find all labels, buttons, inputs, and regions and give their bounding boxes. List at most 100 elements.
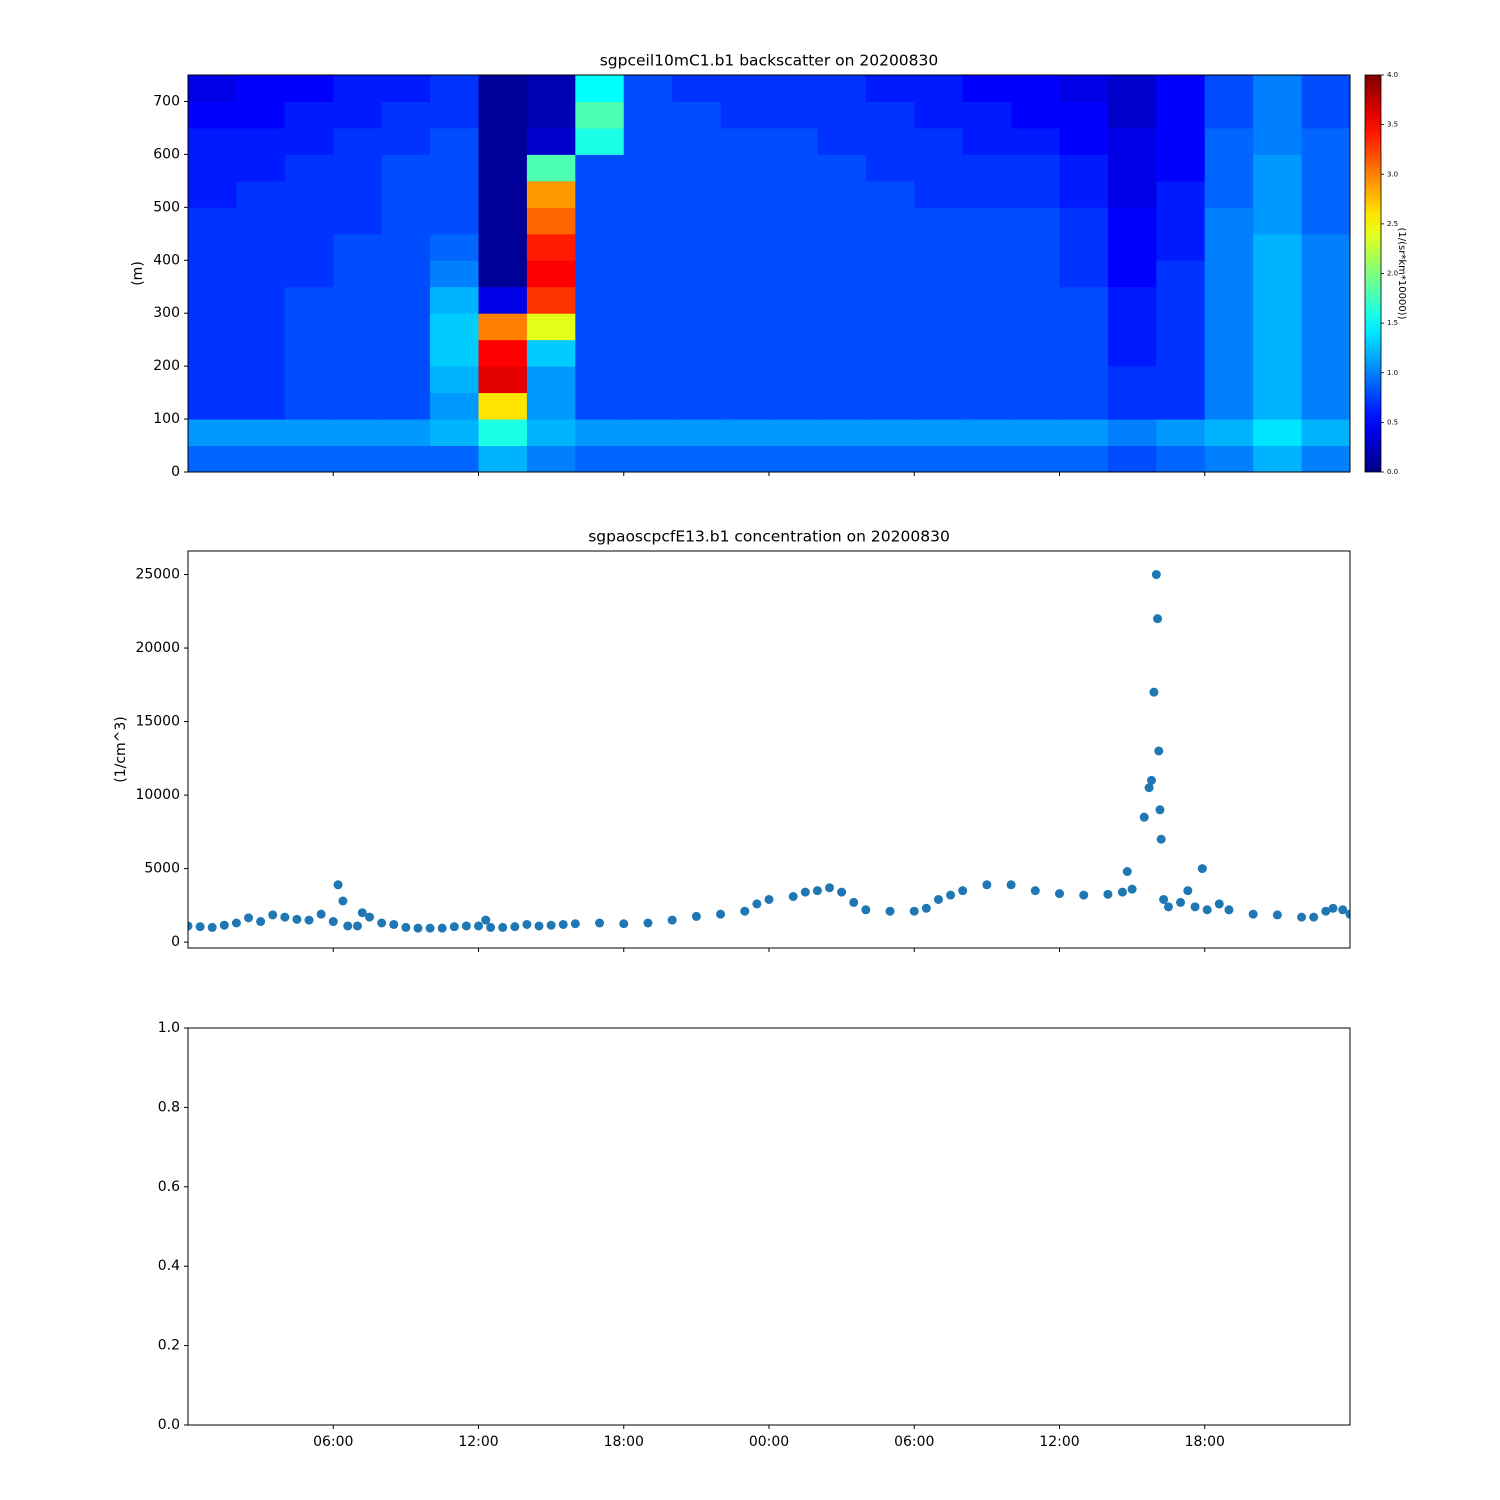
heat-cell [478,180,528,208]
heat-cell [817,313,867,341]
heat-cell [430,233,479,261]
heat-cell [914,207,964,235]
heat-cell [1301,445,1350,472]
heat-cell [333,127,383,155]
heat-cell [430,154,479,182]
plot-area [188,570,1350,933]
heat-cell [1011,313,1060,341]
heat-cell [284,313,334,341]
y-tick-label: 0.8 [158,1099,180,1115]
heat-cell [1204,339,1254,367]
heat-cell [817,75,867,102]
heat-cell [1059,233,1109,261]
heat-cell [188,127,237,155]
heat-cell [1011,260,1060,288]
heat-cell [1059,339,1109,367]
data-point [958,886,968,896]
heat-cell [865,75,915,102]
heat-cell [1107,313,1157,341]
heat-cell [914,101,964,129]
heat-cell [1156,101,1206,129]
heat-cell [1011,366,1060,394]
data-point [546,920,556,930]
heat-cell [430,339,479,367]
heat-cell [284,366,334,394]
heat-cell [1204,419,1254,447]
heat-cell [865,233,915,261]
data-point [764,894,774,904]
heat-cell [430,207,479,235]
colorbar-tick-label: 2.0 [1387,270,1398,278]
heat-cell [962,233,1012,261]
data-point [752,899,762,909]
heat-cell [1011,233,1060,261]
heat-cell [188,419,237,447]
heat-cell [1301,101,1350,129]
heat-cell [1253,75,1303,102]
data-point [1163,902,1173,912]
data-point [933,894,943,904]
heat-cell [914,419,964,447]
data-point [861,905,871,915]
colorbar-tick-label: 2.5 [1387,220,1398,228]
heat-cell [188,260,237,288]
data-point [1183,886,1193,896]
heat-cell [478,75,528,102]
heat-cell [1253,392,1303,420]
heat-cell [1107,286,1157,314]
heat-cell [720,445,770,472]
heat-cell [720,233,770,261]
heat-cell [188,313,237,341]
heat-cell [1059,207,1109,235]
heat-cell [430,260,479,288]
heat-cell [236,445,286,472]
heat-cell [865,445,915,472]
heat-cell [478,419,528,447]
heat-cell [962,366,1012,394]
y-tick-label: 0 [171,464,180,480]
heat-cell [1253,207,1303,235]
plot-area [188,75,1350,472]
heat-cell [914,75,964,102]
heat-cell [817,392,867,420]
panel [188,75,1350,472]
heat-cell [333,180,383,208]
heat-cell [381,313,431,341]
heat-cell [333,286,383,314]
heat-cell [1204,260,1254,288]
colorbar-tick-label: 4.0 [1387,71,1398,79]
heat-cell [1011,419,1060,447]
heat-cell [914,154,964,182]
data-point [1155,805,1165,815]
heat-cell [1301,419,1350,447]
data-point [800,887,810,897]
heat-cell [962,154,1012,182]
heat-cell [284,339,334,367]
heat-cell [381,75,431,102]
data-point [1146,775,1156,785]
heat-cell [188,207,237,235]
heat-cell [769,127,818,155]
heat-cell [769,75,818,102]
heat-cell [1301,127,1350,155]
heat-cell [1301,154,1350,182]
heat-cell [1156,180,1206,208]
heat-cell [1253,419,1303,447]
heat-cell [720,339,770,367]
colorbar-tick-label: 0.0 [1387,468,1398,476]
data-point [304,915,314,925]
heat-cell [1301,207,1350,235]
heat-cell [720,127,770,155]
y-tick-label: 600 [153,146,180,162]
heat-cell [817,445,867,472]
heat-cell [769,419,818,447]
data-point [1006,880,1016,890]
heat-cell [236,260,286,288]
data-point [338,896,348,906]
heat-cell [575,233,625,261]
heat-cell [1011,339,1060,367]
heat-cell [1204,154,1254,182]
heat-cell [623,233,673,261]
heat-cell [333,445,383,472]
heat-cell [672,339,722,367]
